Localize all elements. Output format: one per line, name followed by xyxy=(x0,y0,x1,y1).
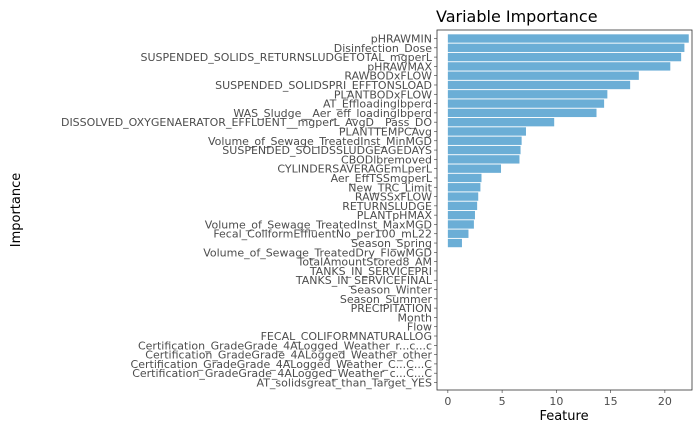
category-label: WAS_Sludge__Aer_eff_loadinglbperd xyxy=(233,107,432,120)
plot-panel xyxy=(436,29,693,391)
x-axis-ticks: 0 5 10 15 20 xyxy=(444,390,672,408)
category-label: CYLINDERSAVERAGEmLperL xyxy=(277,163,432,176)
category-label: Volume_of_Sewage_TreatedDry_FlowMGD xyxy=(203,246,432,259)
category-label: AT_solidsgreat_than_Target_YES xyxy=(257,377,432,390)
category-label: Month xyxy=(398,311,433,324)
category-label: Certification_GradeGrade_4ALogged_Weathe… xyxy=(138,339,432,352)
bar xyxy=(447,52,682,62)
category-label: RAWBODxFLOW xyxy=(344,70,432,83)
category-label: Season_Winter xyxy=(350,284,432,297)
bar xyxy=(447,43,685,52)
bar xyxy=(447,192,479,201)
bar xyxy=(447,99,605,108)
category-label: Season_Spring xyxy=(351,237,432,250)
category-label: Certification_GradeGrade_4ALogged_Weathe… xyxy=(145,349,432,362)
category-label: PRECIPITATION xyxy=(351,302,432,315)
category-label: SUSPENDED_SOLIDS_RETURNSLUDGETOTAL_mgper… xyxy=(141,51,433,64)
category-label: pHRAWMAX xyxy=(367,60,432,73)
category-label: SUSPENDED_SOLIDSSLUDGEAGEDAYS xyxy=(222,144,432,157)
x-tick-label: 20 xyxy=(658,395,672,408)
category-label: RETURNSLUDGE xyxy=(342,200,432,213)
bar xyxy=(447,136,522,145)
category-label: New_TRC_Limit xyxy=(348,181,432,194)
category-label: TANKS_IN_SERVICEFINAL xyxy=(295,274,433,287)
bar xyxy=(447,183,481,192)
bar xyxy=(447,108,597,118)
category-label: CBODlbremoved xyxy=(341,153,432,166)
category-label: Flow xyxy=(407,321,432,334)
category-label: Volume_of_Sewage_TreatedInst_MaxMGD xyxy=(205,218,432,231)
category-label: TANKS_IN_SERVICEPRI xyxy=(309,265,432,278)
category-label: PLANTBODxFLOW xyxy=(334,88,432,101)
category-label: AT_Effloadinglbperd xyxy=(323,98,432,111)
bar xyxy=(447,90,608,99)
x-tick-label: 0 xyxy=(444,395,451,408)
bar xyxy=(447,238,462,248)
category-label: RAWSSxFLOW xyxy=(355,191,432,204)
x-tick-label: 10 xyxy=(549,395,563,408)
category-label: Certification_GradeGrade_4ALogged_Weathe… xyxy=(132,367,432,380)
bars xyxy=(447,34,689,248)
bar xyxy=(447,80,631,90)
bar xyxy=(447,34,689,43)
bar xyxy=(447,145,521,155)
bar xyxy=(447,127,526,136)
x-tick-label: 15 xyxy=(604,395,618,408)
bar xyxy=(447,155,520,164)
category-label: Fecal_ColiformEffluentNo_per100_mL22 xyxy=(213,228,432,241)
bar xyxy=(447,210,475,220)
x-tick-label: 5 xyxy=(499,395,506,408)
bar xyxy=(447,164,502,173)
chart-title: Variable Importance xyxy=(436,7,598,26)
category-label: PLANTTEMPCAvg xyxy=(339,125,432,138)
bar xyxy=(447,229,469,238)
category-label: Aer_EffTSSmgperL xyxy=(331,172,433,185)
category-label: Disinfection_Dose xyxy=(334,42,432,55)
category-label: Season_Summer xyxy=(340,293,433,306)
bar xyxy=(447,117,555,127)
category-label: FECAL_COLIFORMNATURALLOG xyxy=(261,330,432,343)
bar xyxy=(447,220,474,229)
bar xyxy=(447,173,482,183)
bar xyxy=(447,62,671,71)
category-label: TotalAmountStored8_AM xyxy=(297,256,433,269)
category-label: Certification_GradeGrade_4ALogged_Weathe… xyxy=(131,358,433,371)
bar xyxy=(447,201,478,211)
category-labels: pHRAWMINDisinfection_DoseSUSPENDED_SOLID… xyxy=(61,33,437,390)
y-axis-title: Importance xyxy=(9,173,24,248)
x-axis-title: Feature xyxy=(539,409,588,424)
bar xyxy=(447,71,639,80)
category-label: SUSPENDED_SOLIDSPRI_EFFTONSLOAD xyxy=(215,79,432,92)
category-label: PLANTpHMAX xyxy=(357,209,433,222)
category-label: Volume_of_Sewage_TreatedInst_MinMGD xyxy=(208,135,432,148)
category-label: pHRAWMIN xyxy=(371,33,432,46)
category-label: DISSOLVED_OXYGENAERATOR_EFFLUENT__mgperL… xyxy=(61,116,432,129)
